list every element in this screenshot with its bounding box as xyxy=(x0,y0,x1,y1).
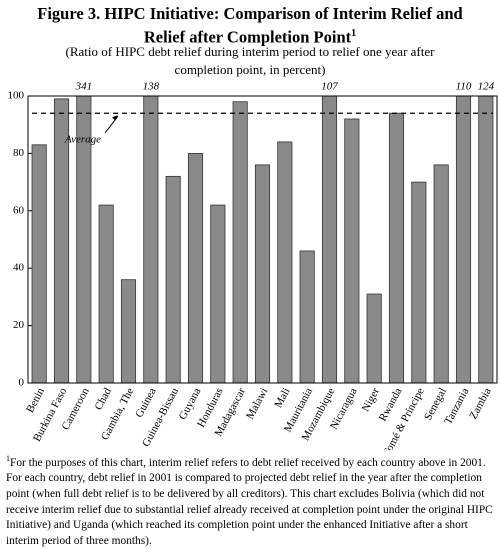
x-tick-label: Malawi xyxy=(244,386,270,421)
bar xyxy=(321,96,338,383)
value-label: 110 xyxy=(456,81,472,93)
average-arrow xyxy=(104,115,119,134)
x-tick-label: Zambia xyxy=(467,386,493,421)
bar xyxy=(31,144,47,383)
bar xyxy=(455,96,472,383)
x-tick-label: Niger xyxy=(360,386,383,414)
bar xyxy=(165,175,181,383)
bar xyxy=(478,96,494,383)
y-tick-label: 80 xyxy=(13,147,25,159)
footnote-block: 1For the purposes of this chart, interim… xyxy=(6,451,494,549)
y-tick-label: 0 xyxy=(19,377,25,389)
bar xyxy=(388,112,405,383)
x-tick-label: Mali xyxy=(272,386,292,410)
plot-frame xyxy=(27,95,498,384)
page: Figure 3. HIPC Initiative: Comparison of… xyxy=(6,4,498,547)
bar xyxy=(120,279,137,383)
bar xyxy=(366,293,382,383)
y-tick-label: 40 xyxy=(13,262,25,274)
bar xyxy=(411,181,427,383)
bar-group xyxy=(31,96,494,383)
average-label: Average xyxy=(64,134,101,146)
value-label: 341 xyxy=(75,81,93,93)
bar xyxy=(143,96,159,383)
bar xyxy=(433,164,449,383)
bar xyxy=(344,118,360,383)
footnote-mark: 1 xyxy=(6,454,10,463)
bar xyxy=(232,101,248,383)
y-tick-label: 100 xyxy=(8,90,25,102)
bar xyxy=(53,98,70,383)
value-label: 107 xyxy=(321,81,338,93)
title-note-mark: 1 xyxy=(351,28,357,39)
bar xyxy=(254,164,271,383)
average-arrowhead xyxy=(112,115,118,121)
bar xyxy=(210,204,226,383)
y-tick-label: 20 xyxy=(13,319,25,331)
bar xyxy=(277,141,293,383)
bar xyxy=(76,96,92,383)
bar xyxy=(299,250,315,383)
footnote: For the purposes of this chart, interim … xyxy=(6,456,493,547)
bar xyxy=(187,152,204,383)
chart-title: Figure 3. HIPC Initiative: Comparison of… xyxy=(37,4,463,47)
value-label: 138 xyxy=(143,81,160,93)
bar xyxy=(98,204,114,383)
value-label: 124 xyxy=(478,81,495,93)
x-tick-label: Chad xyxy=(93,386,115,413)
x-tick-label: Benin xyxy=(24,386,47,415)
chart-subtitle: (Ratio of HIPC debt relief during interi… xyxy=(65,44,435,77)
chart-title-block: Figure 3. HIPC Initiative: Comparison of… xyxy=(30,4,470,48)
y-tick-label: 60 xyxy=(13,204,25,216)
